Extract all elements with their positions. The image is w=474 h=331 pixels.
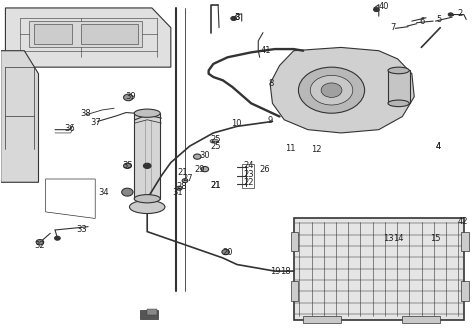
Ellipse shape [134, 109, 160, 117]
Circle shape [122, 188, 133, 196]
Circle shape [144, 163, 151, 168]
Text: 21: 21 [210, 181, 221, 190]
Text: 41: 41 [261, 46, 272, 55]
Text: 34: 34 [99, 188, 109, 197]
Circle shape [374, 8, 379, 12]
Bar [147, 309, 156, 315]
Circle shape [36, 240, 44, 245]
Text: 10: 10 [231, 119, 241, 128]
Text: 36: 36 [64, 124, 74, 133]
Text: 7: 7 [390, 23, 396, 31]
Circle shape [193, 154, 201, 159]
Circle shape [55, 236, 60, 240]
Circle shape [124, 163, 131, 168]
Text: 4: 4 [435, 142, 440, 151]
Ellipse shape [129, 200, 165, 213]
Text: 40: 40 [378, 2, 389, 11]
Text: 27: 27 [182, 174, 193, 183]
Text: 12: 12 [311, 145, 322, 154]
Circle shape [201, 166, 209, 172]
Circle shape [182, 179, 188, 183]
Text: 25: 25 [210, 135, 221, 144]
Text: 33: 33 [77, 225, 87, 234]
Circle shape [299, 67, 365, 113]
Bar [388, 71, 410, 103]
Text: 35: 35 [122, 161, 133, 170]
Text: 21: 21 [177, 168, 188, 177]
Text: 23: 23 [244, 169, 254, 178]
Text: 18: 18 [280, 267, 291, 276]
Circle shape [222, 249, 229, 255]
Text: 15: 15 [430, 234, 441, 243]
Circle shape [321, 83, 342, 97]
Text: 25: 25 [210, 142, 221, 151]
Polygon shape [5, 8, 171, 67]
Text: 38: 38 [81, 109, 91, 118]
Text: 9: 9 [267, 116, 273, 125]
Text: 3: 3 [234, 13, 240, 22]
Text: 42: 42 [458, 217, 468, 226]
Text: 4: 4 [435, 142, 440, 151]
Circle shape [448, 13, 453, 16]
Polygon shape [0, 51, 38, 182]
Circle shape [176, 186, 182, 190]
Text: 8: 8 [268, 79, 273, 88]
Bar [294, 218, 464, 320]
Bar [402, 316, 440, 323]
Text: 30: 30 [200, 151, 210, 160]
Polygon shape [34, 24, 72, 44]
Ellipse shape [134, 195, 160, 203]
Bar [303, 316, 341, 323]
Circle shape [124, 94, 133, 101]
Text: 37: 37 [91, 118, 101, 127]
Bar [242, 164, 254, 188]
Text: 11: 11 [285, 144, 295, 153]
Bar [134, 113, 160, 199]
Text: 13: 13 [383, 234, 393, 243]
Text: 5: 5 [437, 15, 442, 24]
Polygon shape [270, 47, 414, 133]
Ellipse shape [388, 100, 409, 107]
Text: 28: 28 [176, 182, 187, 191]
Text: 26: 26 [259, 165, 270, 174]
Text: 22: 22 [244, 178, 254, 187]
Text: 31: 31 [173, 188, 183, 197]
Text: 21: 21 [210, 181, 221, 190]
Text: 19: 19 [271, 267, 281, 276]
Circle shape [310, 75, 353, 105]
Text: 32: 32 [34, 241, 45, 250]
Ellipse shape [210, 139, 219, 143]
Text: 14: 14 [393, 234, 404, 243]
Text: 20: 20 [222, 248, 233, 257]
Text: 24: 24 [244, 161, 254, 170]
Text: 29: 29 [195, 165, 205, 174]
Circle shape [231, 17, 237, 21]
Bar [140, 310, 158, 319]
Bar [292, 281, 299, 301]
Bar [462, 281, 469, 301]
Text: 2: 2 [457, 9, 463, 19]
Ellipse shape [388, 67, 409, 74]
Polygon shape [29, 21, 143, 47]
Text: 6: 6 [419, 17, 425, 26]
Text: 3: 3 [234, 13, 240, 22]
Bar [292, 232, 299, 251]
Bar [462, 232, 469, 251]
Text: 39: 39 [125, 92, 136, 101]
Polygon shape [81, 24, 138, 44]
